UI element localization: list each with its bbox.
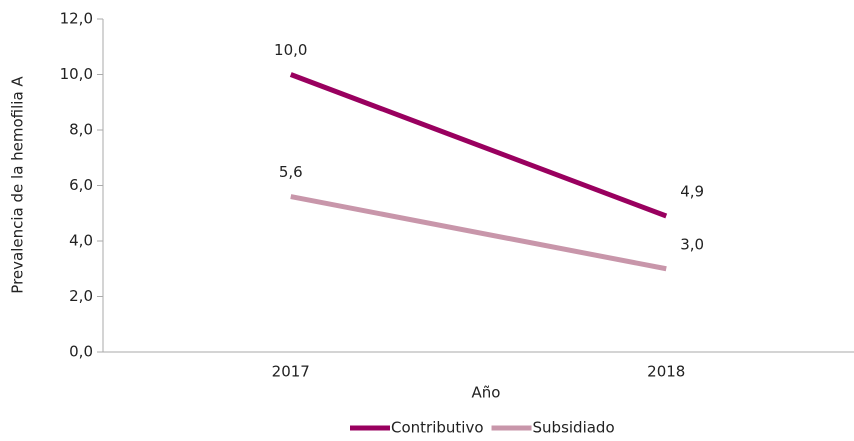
data-label: 10,0 [274,41,307,59]
legend-label: Contributivo [391,419,484,437]
legend-label: Subsidiado [533,419,615,437]
y-tick-label: 6,0 [69,176,93,194]
data-label: 3,0 [680,235,704,253]
x-axis-label: Año [472,384,501,402]
series-line [290,194,667,272]
series-line [289,72,668,219]
y-tick-label: 10,0 [60,65,93,83]
y-tick-label: 12,0 [60,10,93,28]
x-tick-label: 2017 [272,363,310,381]
y-axis-label: Prevalencia de la hemofilia A [9,76,27,294]
data-label: 4,9 [680,183,704,201]
y-tick-label: 8,0 [69,121,93,139]
y-tick-label: 2,0 [69,287,93,305]
y-tick-label: 4,0 [69,232,93,250]
y-tick-label: 0,0 [69,343,93,361]
x-tick-label: 2018 [647,363,685,381]
data-label: 5,6 [279,163,303,181]
